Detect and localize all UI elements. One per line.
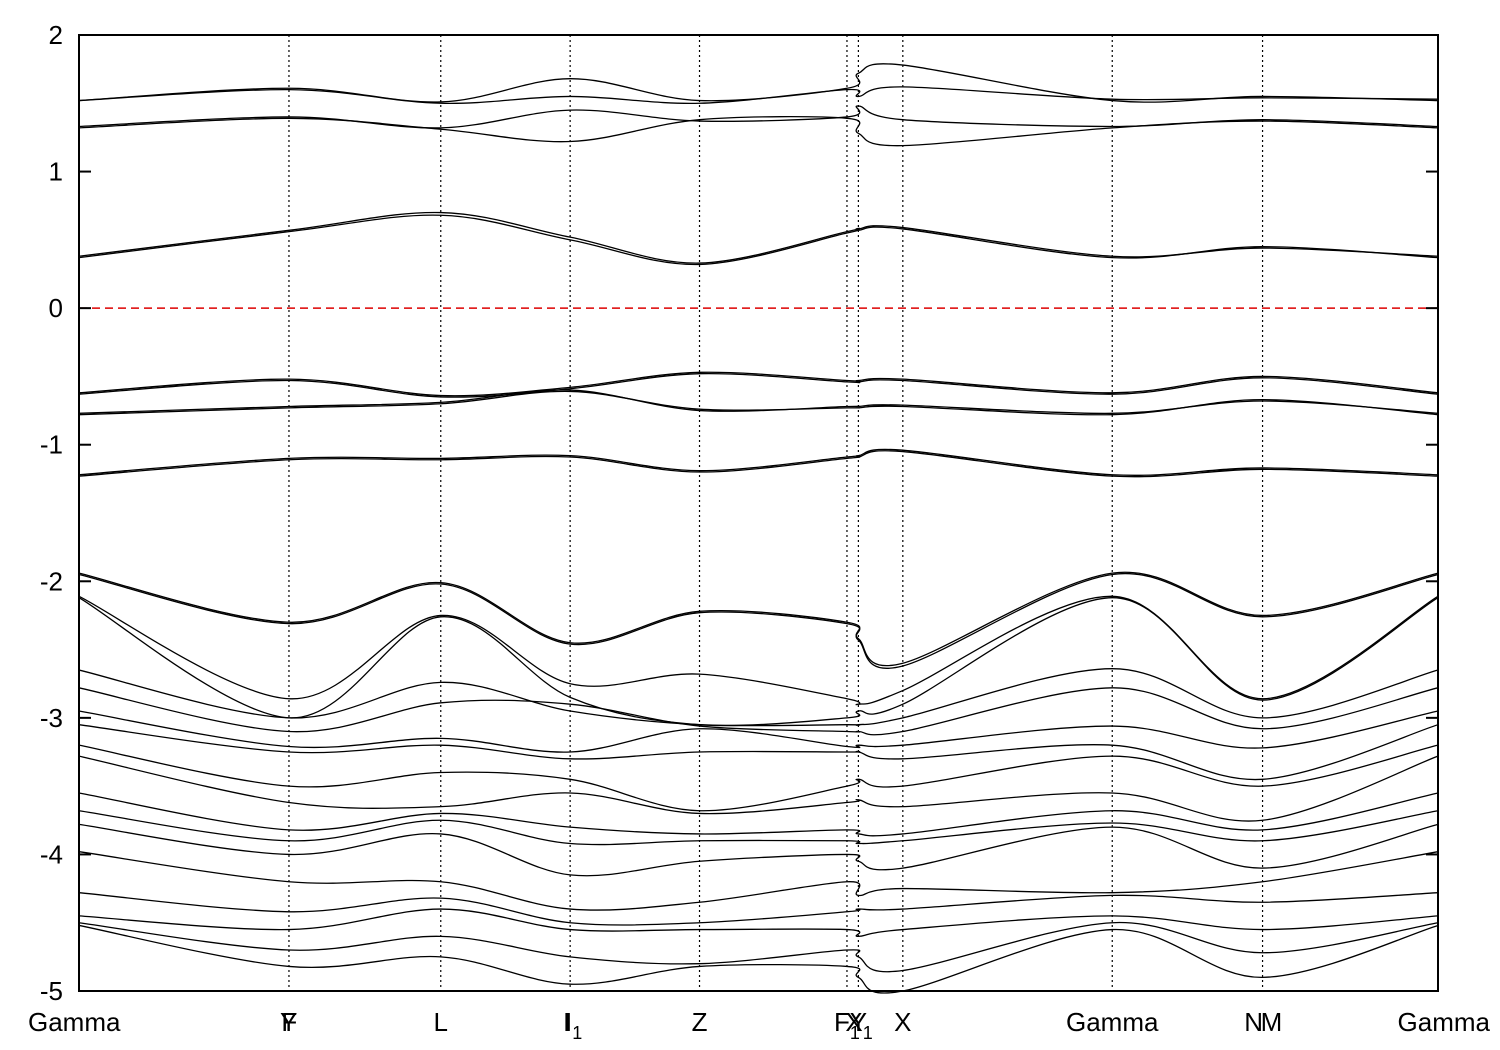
y-tick-label: -4 [40, 839, 63, 869]
band-13 [78, 572, 1439, 669]
y-tick-label: 1 [49, 157, 63, 187]
energy-bands [78, 63, 1439, 994]
k-point-label: Y [280, 1007, 297, 1037]
band-23 [78, 810, 1439, 846]
band-26 [78, 892, 1439, 926]
k-point-label: Gamma [1066, 1007, 1159, 1037]
band-1 [78, 86, 1439, 105]
band-24 [78, 823, 1439, 877]
band-9 [78, 389, 1439, 414]
k-point-divider-lines [288, 35, 1264, 991]
band-0 [78, 63, 1439, 103]
k-point-label: L [434, 1007, 448, 1037]
y-tick-label: -2 [40, 566, 63, 596]
band-22 [78, 792, 1439, 837]
k-point-label: Gamma [1398, 1007, 1491, 1037]
band-8 [78, 390, 1439, 416]
band-16 [78, 668, 1439, 727]
y-tick-label: 2 [49, 20, 63, 50]
band-5 [78, 214, 1439, 266]
k-point-label: F [281, 1007, 297, 1037]
band-21 [78, 755, 1439, 822]
plot-frame [78, 34, 1439, 992]
band-28 [78, 921, 1439, 973]
band-3 [78, 116, 1439, 147]
k-point-label: I [563, 1007, 570, 1037]
band-7 [78, 372, 1439, 398]
band-10 [78, 450, 1439, 478]
band-18 [78, 710, 1439, 753]
band-20 [78, 744, 1439, 812]
band-6 [78, 371, 1439, 397]
y-tick-label: -5 [40, 976, 63, 1006]
y-axis-ticks: 2 1 0 -1 -2 -3 -4 -5 [40, 20, 1438, 1006]
k-point-label: Gamma [28, 1007, 121, 1037]
band-15 [78, 597, 1439, 727]
band-19 [78, 724, 1439, 781]
band-25 [78, 851, 1439, 911]
band-27 [78, 908, 1439, 938]
band-12 [78, 571, 1439, 667]
k-point-label: N [1244, 1007, 1263, 1037]
k-point-label: X [894, 1007, 911, 1037]
band-29 [78, 924, 1439, 994]
k-point-label: Y [850, 1007, 867, 1037]
y-tick-label: -3 [40, 703, 63, 733]
k-point-label: M [1261, 1007, 1283, 1037]
y-tick-label: 0 [49, 293, 63, 323]
band-11 [78, 448, 1439, 476]
band-17 [78, 687, 1439, 736]
k-point-label: Z [692, 1007, 708, 1037]
y-tick-label: -1 [40, 430, 63, 460]
k-point-label: I1 [565, 1007, 582, 1043]
